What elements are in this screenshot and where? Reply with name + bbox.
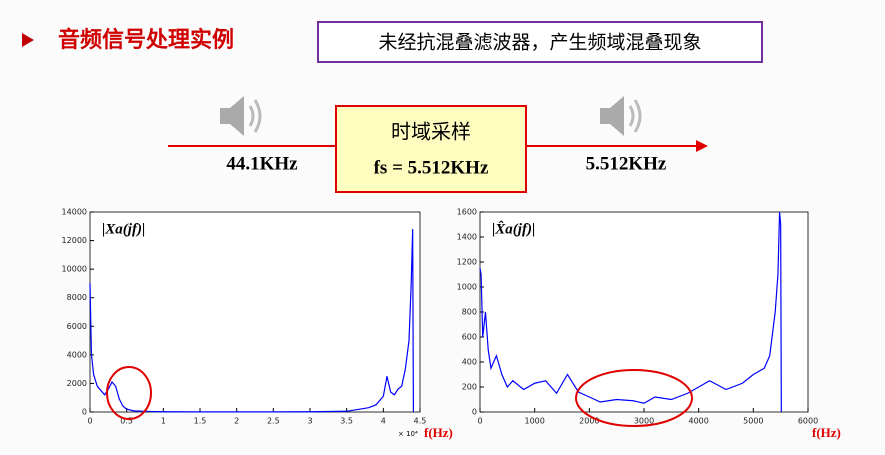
x-tick-label: 0 [477, 417, 482, 426]
y-tick-label: 0 [82, 408, 87, 417]
x-tick-label: 1 [161, 417, 166, 426]
sampling-block [335, 105, 527, 193]
highlight-ellipse [106, 366, 152, 420]
x-tick-label: 3000 [634, 417, 654, 426]
spectrum-line [89, 229, 414, 413]
input-rate: 44.1KHz [226, 153, 298, 174]
y-tick-label: 0 [472, 408, 477, 417]
x-tick-label: 4 [381, 417, 386, 426]
y-tick-label: 14000 [62, 208, 87, 217]
x-tick-label: 0.5 [120, 417, 133, 426]
y-tick-label: 1400 [457, 233, 477, 242]
x-tick-label: 2000 [579, 417, 599, 426]
spectrum-line [479, 211, 782, 413]
note-text: 未经抗混叠滤波器，产生频域混叠现象 [378, 32, 701, 54]
y-tick-label: 1200 [457, 258, 477, 267]
x-axis-label: f(Hz) [812, 425, 841, 440]
x-tick-label: 4000 [688, 417, 708, 426]
y-label-box [98, 216, 168, 242]
y-tick-label: 200 [462, 383, 477, 392]
y-tick-label: 800 [462, 308, 477, 317]
y-tick-label: 8000 [67, 293, 87, 302]
y-axis-label: |X̂a(jf)| [492, 220, 535, 238]
y-tick-label: 600 [462, 333, 477, 342]
y-tick-label: 400 [462, 358, 477, 367]
block-title: 时域采样 [391, 120, 471, 144]
x-tick-label: 5000 [743, 417, 763, 426]
plot-area [479, 211, 809, 413]
y-axis-label: |Xa(jf)| [102, 221, 145, 237]
y-tick-label: 4000 [67, 350, 87, 359]
arrow-head [696, 140, 708, 152]
x-tick-label: 3 [307, 417, 312, 426]
x-tick-label: 1000 [524, 417, 544, 426]
x-scale-label: × 10⁴ [398, 430, 418, 438]
bullet [22, 33, 34, 47]
y-tick-label: 1600 [457, 208, 477, 217]
x-tick-label: 0 [87, 417, 92, 426]
block-formula: fs = 5.512KHz [374, 157, 489, 178]
y-tick-label: 1000 [457, 283, 477, 292]
highlight-ellipse [575, 369, 693, 427]
note-box [317, 21, 763, 63]
x-tick-label: 4.5 [414, 417, 427, 426]
y-tick-label: 2000 [67, 379, 87, 388]
x-tick-label: 2 [234, 417, 239, 426]
y-tick-label: 12000 [62, 236, 87, 245]
output-rate: 5.512KHz [586, 153, 667, 174]
speaker-icon [600, 96, 642, 136]
y-tick-label: 10000 [62, 265, 87, 274]
plot-area [89, 211, 421, 413]
speaker-icon [220, 96, 262, 136]
x-tick-label: 6000 [798, 417, 818, 426]
x-axis-label: f(Hz) [424, 425, 453, 440]
slide-title: 音频信号处理实例 [58, 27, 234, 53]
y-tick-label: 6000 [67, 322, 87, 331]
y-label-box [488, 216, 558, 242]
x-tick-label: 1.5 [194, 417, 207, 426]
x-tick-label: 2.5 [267, 417, 280, 426]
x-tick-label: 3.5 [340, 417, 353, 426]
